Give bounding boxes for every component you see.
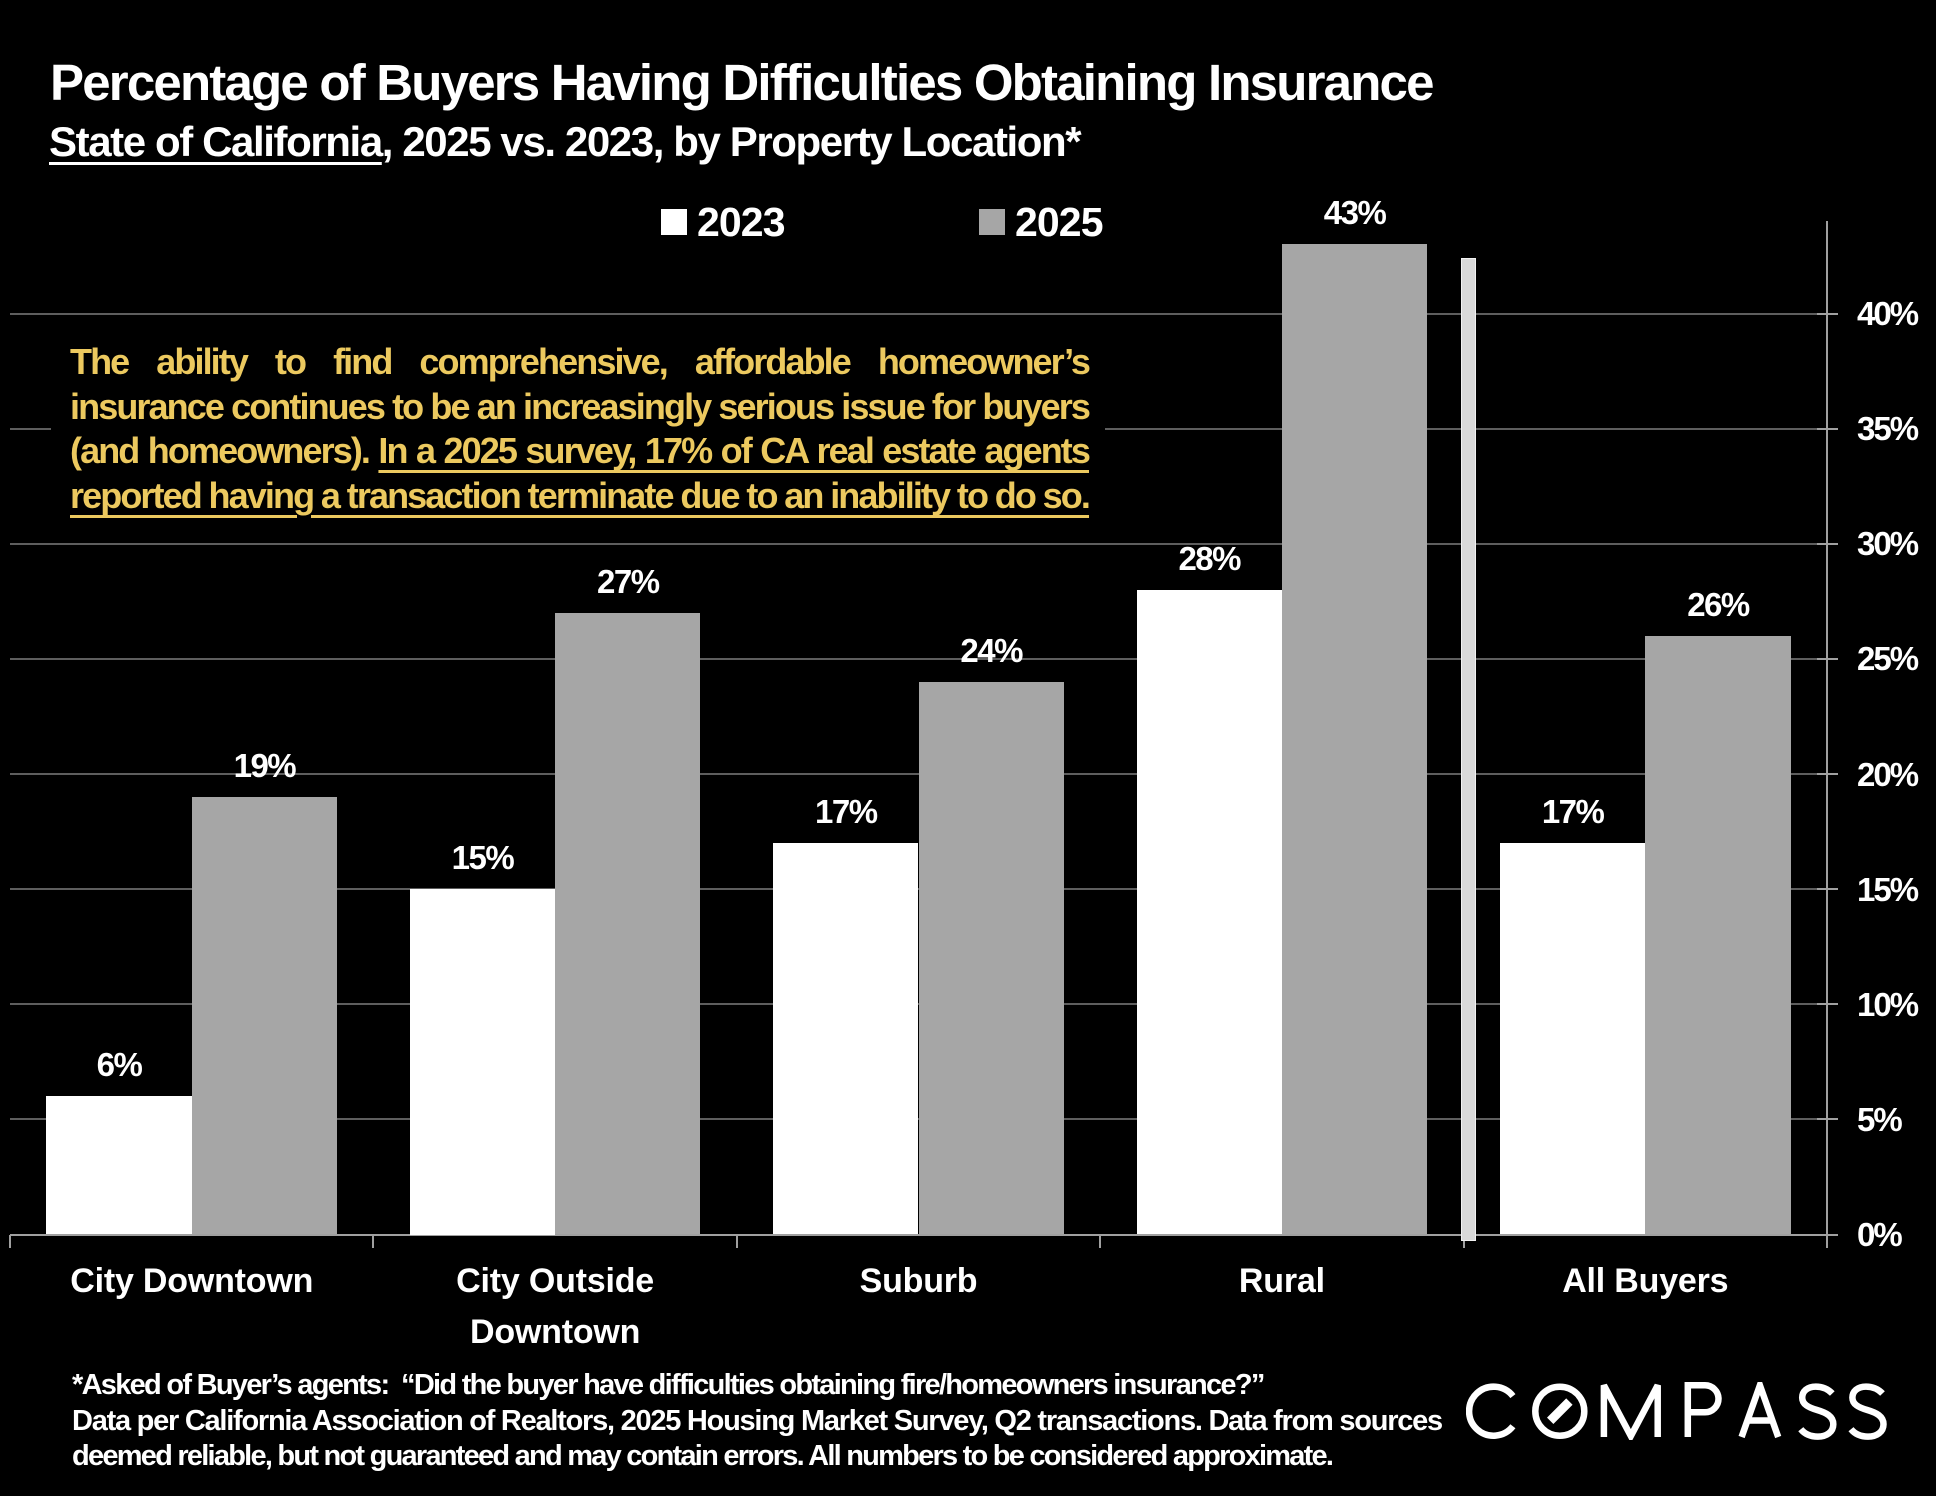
bar-label-2025-1: 27% [596, 562, 660, 600]
x-tick-2 [735, 1234, 738, 1248]
compass-logo [1466, 1382, 1887, 1440]
gridline-25 [10, 657, 1827, 660]
logo-letter-c [1466, 1383, 1516, 1439]
logo-letter-s2 [1848, 1383, 1887, 1440]
x-tick-5 [1826, 1234, 1828, 1248]
y-tick-25 [1817, 657, 1838, 660]
y-tick-label-40: 40% [1857, 295, 1919, 332]
footnote-line-3: deemed reliable, but not guaranteed and … [72, 1440, 1334, 1473]
annotation-line: reported having a transaction terminate … [70, 475, 1091, 517]
bar-label-2025-2: 24% [960, 631, 1023, 669]
y-tick-20 [1817, 773, 1838, 775]
legend-swatch-2023 [661, 209, 687, 235]
bar-2025-3 [1281, 244, 1428, 1235]
logo-letter-m [1600, 1383, 1661, 1440]
gridline-40 [10, 312, 1827, 315]
x-tick-1 [372, 1234, 375, 1248]
footnote: *Asked of Buyer’s agents: “Did the buyer… [72, 1368, 1443, 1475]
y-tick-label-30: 30% [1857, 525, 1919, 563]
legend-swatch-2025 [979, 209, 1005, 235]
gridline-30 [10, 542, 1827, 545]
category-label-0: City Downtown [70, 1262, 314, 1300]
logo-compass-needle-icon [1547, 1398, 1573, 1424]
y-tick-35 [1817, 427, 1838, 430]
bar-2025-0 [191, 797, 338, 1235]
y-tick-label-10: 10% [1857, 985, 1919, 1023]
bar-2025-2 [918, 681, 1064, 1235]
y-tick-label-20: 20% [1857, 755, 1919, 793]
legend-label-2023: 2023 [697, 198, 786, 245]
category-label-3: Rural [1238, 1262, 1325, 1300]
annotation-line: (and homeowners). In a 2025 survey, 17% … [70, 430, 1091, 472]
bar-label-2023-0: 6% [96, 1046, 143, 1084]
bar-label-2023-4: 17% [1541, 793, 1605, 831]
annotation-line: The ability to find comprehensive, affor… [70, 341, 1091, 382]
category-label-2: Suburb [859, 1262, 978, 1300]
bar-2025-1 [555, 612, 701, 1235]
annotation-text: The ability to find comprehensive, affor… [51, 333, 1105, 529]
y-tick-label-35: 35% [1857, 410, 1919, 448]
y-tick-15 [1817, 888, 1838, 891]
category-label-1: City Outside Downtown [456, 1262, 655, 1351]
y-tick-40 [1817, 312, 1838, 315]
logo-letter-a [1738, 1382, 1782, 1439]
category-label-4: All Buyers [1562, 1262, 1729, 1300]
logo-letter-s1 [1798, 1383, 1837, 1440]
subtitle-underlined-part: State of California [49, 118, 383, 165]
legend-item-2023: 2023 [661, 198, 786, 245]
bar-2023-1 [409, 889, 556, 1235]
bar-2023-3 [1136, 589, 1282, 1235]
subtitle-rest: , 2025 vs. 2023, by Property Location* [381, 118, 1082, 165]
y-tick-5 [1817, 1118, 1838, 1121]
legend-label-2025: 2025 [1015, 198, 1104, 245]
bar-2025-4 [1645, 635, 1791, 1235]
x-tick-3 [1099, 1234, 1102, 1248]
x-axis-line [10, 1233, 1827, 1236]
chart-title: Percentage of Buyers Having Difficulties… [50, 54, 1434, 111]
bar-2023-4 [1499, 843, 1646, 1235]
bar-label-2025-4: 26% [1687, 585, 1750, 623]
legend-item-2025: 2025 [979, 198, 1104, 245]
x-tick-0 [9, 1234, 11, 1248]
x-tick-4 [1462, 1234, 1465, 1248]
y-tick-label-25: 25% [1857, 640, 1919, 678]
y-axis-line [1826, 221, 1828, 1249]
y-tick-label-5: 5% [1857, 1100, 1903, 1138]
chart-subtitle: State of California, 2025 vs. 2023, by P… [49, 118, 1082, 165]
category-separator [1460, 258, 1476, 1241]
bar-2023-2 [773, 843, 919, 1235]
y-tick-label-15: 15% [1857, 870, 1919, 908]
annotation-line: insurance continues to be an increasingl… [70, 385, 1091, 427]
logo-letter-o [1532, 1383, 1588, 1439]
y-tick-10 [1817, 1003, 1838, 1006]
bar-label-2023-1: 15% [451, 839, 515, 877]
bar-label-2025-0: 19% [233, 747, 297, 785]
footnote-line-1: *Asked of Buyer’s agents: “Did the buyer… [72, 1369, 1265, 1401]
bar-2023-0 [46, 1096, 192, 1235]
bar-label-2023-3: 28% [1178, 539, 1241, 577]
bar-label-2025-3: 43% [1323, 194, 1387, 232]
y-tick-30 [1817, 542, 1838, 545]
y-tick-label-0: 0% [1857, 1216, 1903, 1253]
footnote-line-2: Data per California Association of Realt… [72, 1404, 1443, 1437]
logo-letter-p [1684, 1382, 1722, 1437]
bar-label-2023-2: 17% [815, 793, 878, 831]
